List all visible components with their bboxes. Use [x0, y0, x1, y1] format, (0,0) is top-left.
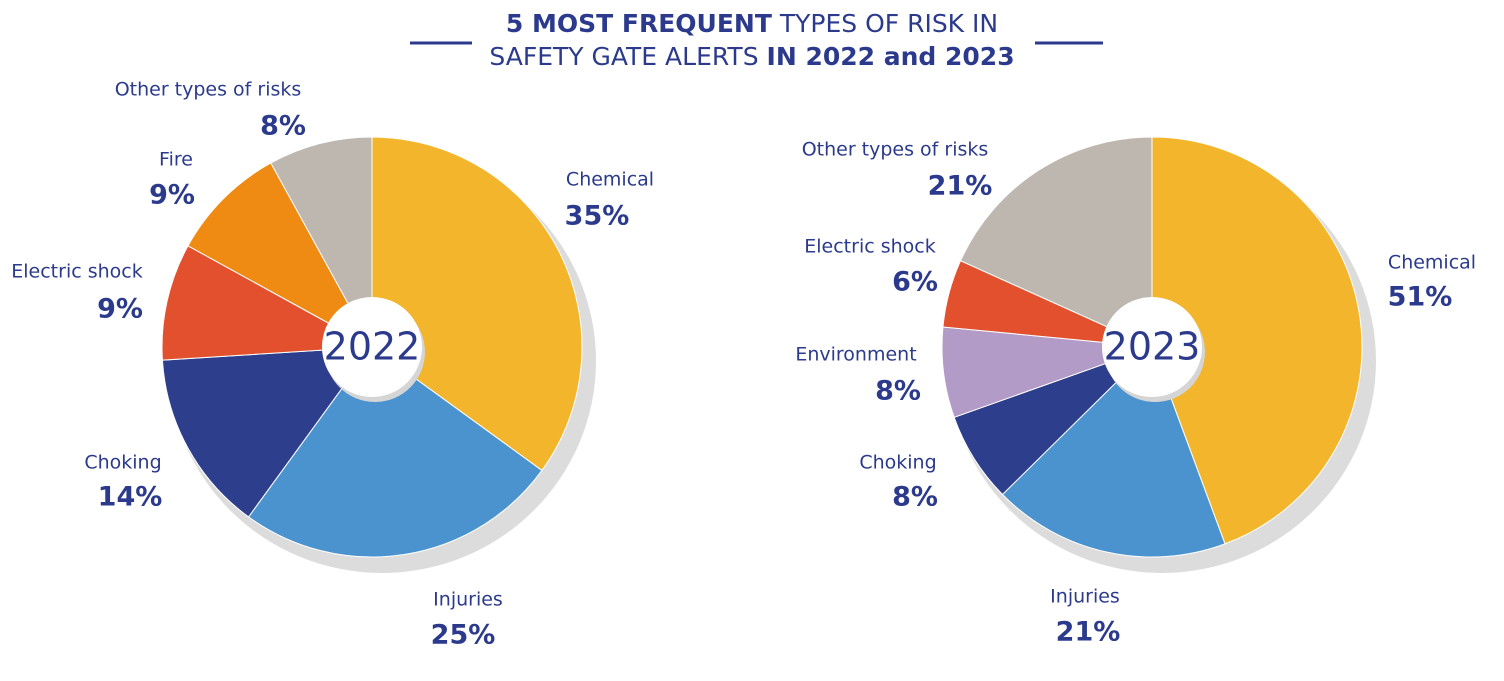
center-label: 2023 — [1104, 325, 1201, 369]
center-disc — [322, 297, 422, 397]
title-part: TYPES OF RISK IN — [772, 9, 998, 38]
chart-title: 5 MOST FREQUENT TYPES OF RISK IN — [506, 9, 998, 38]
title-part: IN 2022 and 2023 — [767, 42, 1015, 71]
slice-label: Environment — [795, 344, 916, 366]
slice-label: Other types of risks — [115, 79, 302, 101]
slice-value: 8% — [260, 111, 306, 142]
slice-label: Injuries — [433, 589, 503, 611]
pie-slice — [371, 136, 583, 472]
slice-value: 9% — [149, 180, 195, 211]
slice-label: Chemical — [566, 169, 654, 191]
slice-label: Fire — [159, 149, 193, 171]
pie-slice — [959, 136, 1153, 348]
slice-value: 8% — [875, 376, 921, 407]
center-disc — [1102, 297, 1202, 397]
slice-value: 51% — [1388, 282, 1453, 313]
slice-value: 21% — [928, 171, 993, 202]
title-part: SAFETY GATE ALERTS — [489, 42, 766, 71]
slice-value: 14% — [98, 482, 163, 513]
slice-value: 35% — [565, 201, 630, 232]
chart-title: SAFETY GATE ALERTS IN 2022 and 2023 — [489, 42, 1014, 71]
slice-label: Electric shock — [804, 236, 935, 258]
slice-value: 6% — [892, 267, 938, 298]
center-label: 2022 — [324, 325, 421, 369]
pie-slice — [161, 245, 374, 361]
slice-value: 25% — [431, 620, 496, 651]
slice-value: 9% — [97, 294, 143, 325]
slice-label: Injuries — [1050, 586, 1120, 608]
title-part: 5 MOST FREQUENT — [506, 9, 772, 38]
pie-slice — [187, 162, 374, 349]
pie-slice — [270, 136, 373, 348]
slice-label: Chemical — [1388, 252, 1476, 274]
slice-value: 21% — [1056, 617, 1121, 648]
slice-label: Electric shock — [11, 261, 142, 283]
slice-label: Other types of risks — [802, 139, 989, 161]
pie-slice — [247, 346, 543, 558]
slice-label: Choking — [84, 452, 161, 474]
pie-slice — [1151, 136, 1363, 545]
pie-slice — [161, 346, 374, 518]
slice-value: 8% — [892, 482, 938, 513]
slice-label: Choking — [859, 452, 936, 474]
